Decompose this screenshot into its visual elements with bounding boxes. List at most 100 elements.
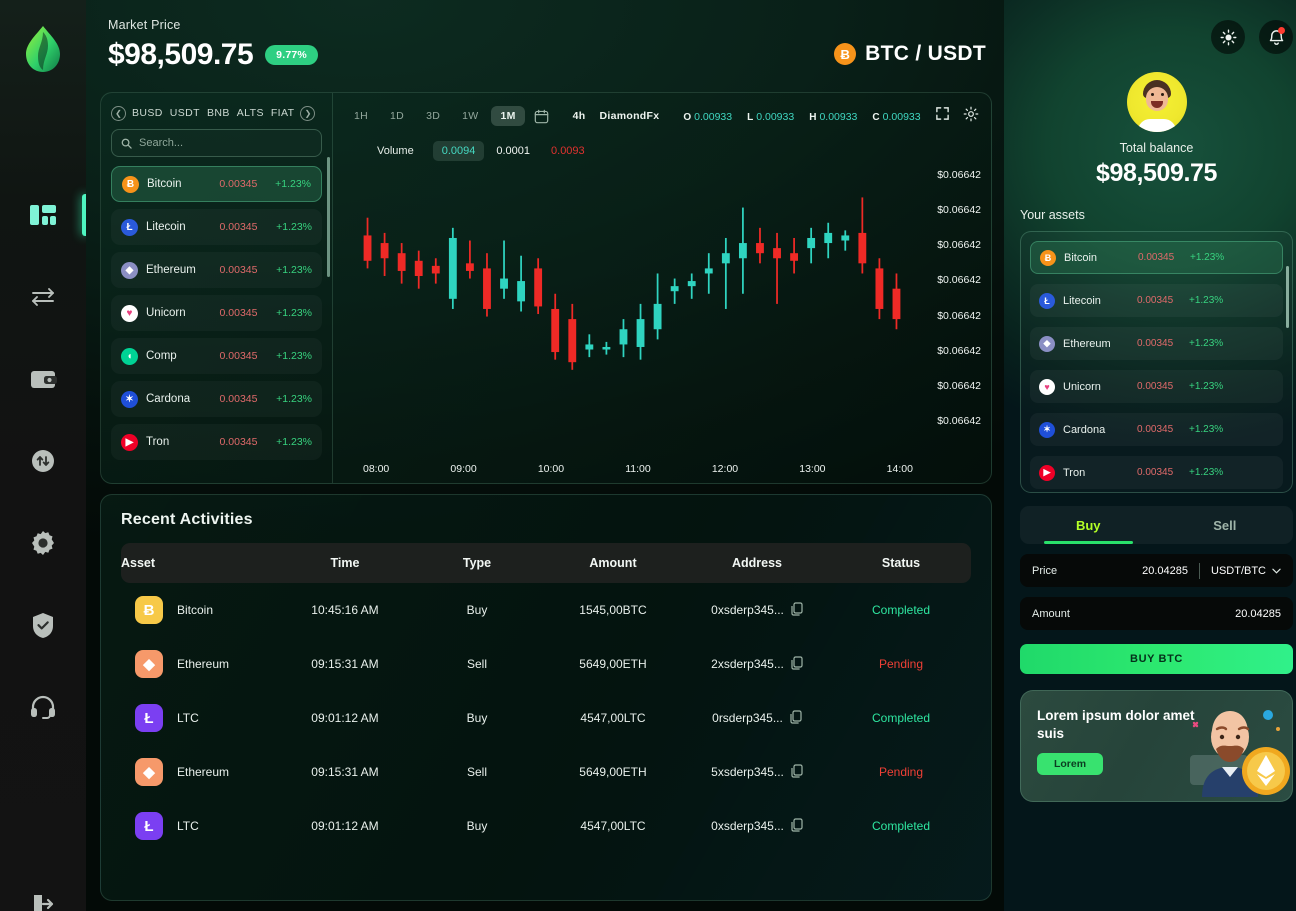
notifications-button[interactable] [1259, 20, 1293, 54]
tab-buy[interactable]: Buy [1020, 506, 1157, 544]
timeframe-1d[interactable]: 1D [390, 110, 405, 122]
headset-icon [31, 695, 55, 719]
chevron-right-icon[interactable]: ❯ [300, 105, 316, 121]
timeframe-3d[interactable]: 3D [426, 110, 441, 122]
table-row[interactable]: Ƀ Bitcoin 10:45:16 AM Buy 1545,00BTC 0xsderp3… [121, 583, 971, 637]
copy-address-button[interactable] [791, 817, 803, 835]
sidebar-item-swap[interactable] [0, 444, 86, 478]
asset-row-name: Litecoin [1063, 294, 1101, 307]
asset-row[interactable]: Ƀ Bitcoin 0.00345 +1.23% [1030, 241, 1283, 274]
market-row[interactable]: ◆ Ethereum 0.00345 +1.23% [111, 252, 322, 288]
market-price-value: $98,509.75 [108, 38, 254, 71]
market-tab-fiat[interactable]: FIAT [270, 107, 295, 119]
candle-body [414, 260, 423, 277]
copy-address-button[interactable] [791, 763, 803, 781]
copy-address-button[interactable] [791, 601, 803, 619]
market-row[interactable]: Ł Litecoin 0.00345 +1.23% [111, 209, 322, 245]
sidebar-item-logout[interactable] [0, 892, 86, 911]
asset-row[interactable]: ◆ Ethereum 0.00345 +1.23% [1030, 327, 1283, 360]
recent-activities-title: Recent Activities [121, 511, 253, 528]
table-row[interactable]: ◆ Ethereum 09:15:31 AM Sell 5649,00ETH 5xsder… [121, 745, 971, 799]
row-time: 09:15:31 AM [311, 657, 379, 671]
table-row[interactable]: Ł LTC 09:01:12 AM Buy 4547,00LTC 0xsderp345..… [121, 799, 971, 853]
market-list-scrollbar[interactable] [327, 157, 330, 277]
x-axis-tick: 10:00 [537, 463, 565, 475]
candle-body [773, 248, 781, 259]
price-value[interactable]: 20.04285 [1142, 564, 1188, 577]
y-axis-tick: $0.06642 [937, 414, 981, 427]
asset-row-price: 0.00345 [1137, 424, 1174, 435]
sidebar-item-support[interactable] [0, 690, 86, 724]
market-row[interactable]: ◖ Comp 0.00345 +1.23% [111, 338, 322, 374]
candle-wick [503, 240, 505, 299]
market-row-list: Ƀ Bitcoin 0.00345 +1.23% Ł Litecoin 0.00345 +1.… [111, 166, 322, 460]
sidebar-item-dashboard[interactable] [0, 194, 86, 236]
sidebar-item-security[interactable] [0, 608, 86, 642]
timeframe-1h[interactable]: 1H [354, 110, 369, 122]
market-row-price: 0.00345 [219, 221, 258, 233]
expand-icon[interactable] [935, 106, 950, 126]
market-tab-busd[interactable]: BUSD [132, 107, 163, 119]
user-avatar[interactable] [1126, 72, 1187, 132]
market-row-name: Bitcoin [147, 178, 182, 190]
candle-body [483, 268, 491, 309]
buy-btc-button[interactable]: BUY BTC [1020, 644, 1293, 674]
asset-row-price: 0.00345 [1137, 295, 1174, 306]
asset-row-change: +1.23% [1189, 467, 1224, 478]
asset-row-change: +1.23% [1189, 424, 1224, 435]
market-tab-bnb[interactable]: BNB [206, 107, 230, 119]
bitcoin-icon: Ƀ [834, 43, 857, 65]
asset-row[interactable]: Ł Litecoin 0.00345 +1.23% [1030, 284, 1283, 317]
promo-banner: Lorem ipsum dolor amet suis Lorem [1020, 690, 1293, 802]
recent-activities-panel: Recent Activities Asset Time Type Amount… [100, 494, 992, 901]
ohlc-low-value: 0.00933 [756, 111, 795, 123]
market-row-name: Ethereum [146, 264, 196, 276]
chart-settings-gear-icon[interactable] [963, 106, 979, 127]
assets-scrollbar[interactable] [1286, 266, 1289, 328]
timeframe-1w[interactable]: 1W [462, 110, 479, 122]
search-input[interactable]: Search... [111, 129, 322, 157]
asset-row-change: +1.23% [1189, 338, 1224, 349]
candle-body [500, 278, 508, 289]
timeframe-1m[interactable]: 1M [491, 106, 525, 126]
promo-button[interactable]: Lorem [1037, 753, 1103, 776]
asset-row[interactable]: ▶ Tron 0.00345 +1.23% [1030, 456, 1283, 489]
app-logo[interactable] [16, 24, 70, 74]
copy-address-button[interactable] [790, 709, 802, 727]
sidebar-item-wallet[interactable] [0, 362, 86, 396]
right-panel: Total balance $98,509.75 Your assets Ƀ Bi… [1004, 0, 1296, 911]
market-row[interactable]: ✶ Cardona 0.00345 +1.23% [111, 381, 322, 417]
tab-sell[interactable]: Sell [1213, 517, 1237, 533]
market-tab-usdt[interactable]: USDT [169, 107, 200, 119]
gear-icon [32, 531, 54, 555]
y-axis-labels: $0.06642 $0.06642 $0.06642 $0.06642 $0.06642… [937, 169, 981, 427]
market-row[interactable]: ▶ Tron 0.00345 +1.23% [111, 424, 322, 460]
x-axis-tick: 13:00 [799, 463, 826, 475]
market-tab-alts[interactable]: ALTS [236, 107, 264, 119]
copy-icon [791, 763, 803, 778]
asset-row[interactable]: ✶ Cardona 0.00345 +1.23% [1030, 413, 1283, 446]
market-row-name: Cardona [146, 393, 191, 405]
sidebar-item-transfers[interactable] [0, 280, 86, 314]
row-address: 5xsderp345... [683, 763, 831, 781]
amount-field[interactable]: Amount 20.04285 [1020, 597, 1293, 630]
column-header-asset: Asset [121, 556, 156, 570]
asset-row-name: Cardona [1063, 423, 1106, 436]
table-row[interactable]: Ł LTC 09:01:12 AM Buy 4547,00LTC 0rsderp345..… [121, 691, 971, 745]
asset-row-price: 0.00345 [1137, 467, 1174, 478]
pair-select[interactable]: USDT/BTC [1211, 565, 1281, 577]
coin-icon: ♥ [1039, 378, 1055, 395]
copy-address-button[interactable] [791, 655, 803, 673]
table-row[interactable]: ◆ Ethereum 09:15:31 AM Sell 5649,00ETH 2xsder… [121, 637, 971, 691]
calendar-icon[interactable] [531, 105, 553, 127]
dashboard-icon [30, 205, 56, 225]
market-row[interactable]: ♥ Unicorn 0.00345 +1.23% [111, 295, 322, 331]
amount-value[interactable]: 20.04285 [1235, 607, 1281, 620]
market-row[interactable]: Ƀ Bitcoin 0.00345 +1.23% [111, 166, 322, 202]
asset-row[interactable]: ♥ Unicorn 0.00345 +1.23% [1030, 370, 1283, 403]
theme-toggle-button[interactable] [1211, 20, 1245, 54]
price-field[interactable]: Price 20.04285 USDT/BTC [1020, 554, 1293, 587]
chevron-left-icon[interactable]: ❮ [111, 105, 126, 121]
x-axis-tick: 08:00 [363, 463, 390, 475]
sidebar-item-settings[interactable] [0, 526, 86, 560]
